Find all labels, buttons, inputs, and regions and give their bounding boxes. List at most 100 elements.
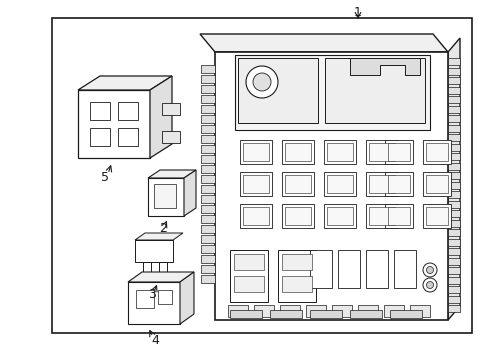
Bar bbox=[366, 204, 398, 228]
Text: 1: 1 bbox=[354, 5, 362, 18]
Bar bbox=[448, 144, 460, 150]
Bar bbox=[230, 310, 262, 318]
Bar bbox=[118, 128, 138, 146]
Bar bbox=[310, 310, 342, 318]
Bar bbox=[448, 181, 460, 189]
Bar bbox=[201, 235, 215, 243]
Bar bbox=[158, 290, 172, 304]
Bar bbox=[388, 175, 410, 193]
Bar bbox=[448, 58, 460, 65]
Bar bbox=[366, 172, 398, 196]
Bar bbox=[201, 65, 215, 73]
Bar bbox=[128, 282, 180, 324]
Bar bbox=[154, 184, 176, 208]
Bar bbox=[162, 131, 180, 143]
Polygon shape bbox=[180, 272, 194, 324]
Bar bbox=[278, 250, 316, 302]
Bar bbox=[369, 143, 395, 161]
Bar bbox=[324, 172, 356, 196]
Bar bbox=[118, 102, 138, 120]
Text: 2: 2 bbox=[159, 221, 167, 234]
Polygon shape bbox=[135, 233, 183, 240]
Circle shape bbox=[426, 282, 434, 288]
Bar bbox=[243, 175, 269, 193]
Bar bbox=[201, 115, 215, 123]
Bar bbox=[448, 162, 460, 170]
Bar bbox=[448, 239, 460, 246]
Bar bbox=[201, 215, 215, 223]
Bar bbox=[201, 105, 215, 113]
Bar bbox=[338, 250, 360, 288]
Circle shape bbox=[423, 278, 437, 292]
Bar bbox=[448, 115, 460, 122]
Polygon shape bbox=[143, 262, 151, 278]
Circle shape bbox=[253, 73, 271, 91]
Bar bbox=[394, 250, 416, 288]
Bar bbox=[385, 204, 413, 228]
Polygon shape bbox=[128, 272, 194, 282]
Bar bbox=[332, 305, 352, 317]
Bar bbox=[448, 305, 460, 312]
Bar bbox=[201, 165, 215, 173]
Bar bbox=[448, 257, 460, 265]
Bar bbox=[350, 310, 382, 318]
Bar bbox=[325, 58, 425, 123]
Bar bbox=[240, 172, 272, 196]
Polygon shape bbox=[135, 240, 173, 262]
Bar bbox=[240, 204, 272, 228]
Bar bbox=[243, 207, 269, 225]
Text: 5: 5 bbox=[101, 171, 109, 184]
Bar bbox=[90, 102, 110, 120]
Bar bbox=[201, 75, 215, 83]
Bar bbox=[201, 225, 215, 233]
Bar bbox=[52, 18, 472, 333]
Bar bbox=[448, 134, 460, 141]
Bar bbox=[215, 52, 448, 320]
Bar bbox=[448, 296, 460, 302]
Bar bbox=[90, 128, 110, 146]
Bar bbox=[410, 305, 430, 317]
Bar bbox=[366, 140, 398, 164]
Bar bbox=[282, 204, 314, 228]
Bar bbox=[388, 143, 410, 161]
Bar bbox=[448, 210, 460, 217]
Bar bbox=[282, 172, 314, 196]
Bar bbox=[78, 90, 150, 158]
Circle shape bbox=[246, 66, 278, 98]
Text: 4: 4 bbox=[151, 333, 159, 346]
Bar bbox=[282, 254, 312, 270]
Bar bbox=[201, 155, 215, 163]
Bar bbox=[201, 95, 215, 103]
Bar bbox=[201, 125, 215, 133]
Bar bbox=[228, 305, 248, 317]
Bar bbox=[426, 175, 448, 193]
Bar bbox=[235, 55, 430, 130]
Bar bbox=[201, 255, 215, 263]
Bar bbox=[201, 275, 215, 283]
Bar bbox=[369, 175, 395, 193]
Bar bbox=[448, 105, 460, 113]
Bar bbox=[136, 290, 154, 308]
Bar bbox=[324, 204, 356, 228]
Bar bbox=[448, 153, 460, 160]
Bar bbox=[201, 265, 215, 273]
Bar bbox=[448, 96, 460, 103]
Bar bbox=[448, 172, 460, 179]
Bar bbox=[358, 305, 378, 317]
Bar bbox=[285, 207, 311, 225]
Circle shape bbox=[426, 266, 434, 274]
Bar bbox=[280, 305, 300, 317]
Bar bbox=[366, 250, 388, 288]
Bar bbox=[234, 254, 264, 270]
Polygon shape bbox=[150, 76, 172, 158]
Bar bbox=[384, 305, 404, 317]
Bar bbox=[390, 310, 422, 318]
Bar bbox=[310, 250, 332, 288]
Bar bbox=[327, 175, 353, 193]
Bar bbox=[388, 207, 410, 225]
Bar bbox=[448, 286, 460, 293]
Bar bbox=[324, 140, 356, 164]
Bar bbox=[448, 77, 460, 84]
Bar bbox=[448, 248, 460, 255]
Polygon shape bbox=[78, 76, 172, 90]
